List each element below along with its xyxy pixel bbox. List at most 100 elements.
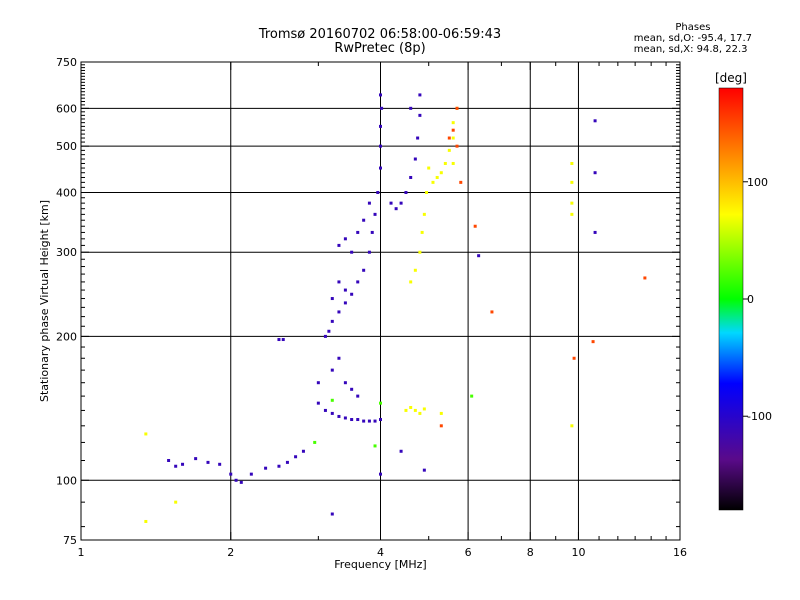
data-point	[281, 338, 285, 342]
data-point	[435, 175, 439, 179]
data-point	[285, 460, 289, 464]
data-point	[570, 161, 574, 165]
data-point	[413, 157, 417, 161]
data-point	[144, 432, 148, 436]
data-point	[362, 218, 366, 222]
data-point	[427, 166, 431, 170]
data-point	[350, 250, 354, 254]
data-point	[327, 329, 331, 333]
x-tick-label: 1	[78, 546, 85, 559]
data-point	[416, 136, 420, 140]
data-point	[422, 407, 426, 411]
data-point	[439, 411, 443, 415]
data-point	[234, 478, 238, 482]
data-point	[591, 340, 595, 344]
data-point	[239, 480, 243, 484]
data-point	[447, 148, 451, 152]
y-tick-label: 100	[56, 474, 77, 487]
data-point	[330, 512, 334, 516]
x-tick-label: 4	[377, 546, 384, 559]
data-point	[350, 292, 354, 296]
data-point	[194, 457, 198, 461]
data-point	[570, 180, 574, 184]
data-point	[418, 250, 422, 254]
phases-title: Phases	[675, 22, 711, 33]
data-point	[206, 460, 210, 464]
colorbar-tick-label: 100	[747, 176, 768, 189]
data-point	[399, 449, 403, 453]
data-point	[301, 449, 305, 453]
data-point	[264, 466, 268, 470]
colorbar-tick-label: 0	[747, 293, 754, 306]
data-point	[425, 190, 429, 194]
y-tick-label: 750	[56, 56, 77, 69]
data-point	[409, 280, 413, 284]
data-point	[418, 113, 422, 117]
data-point	[404, 408, 408, 412]
data-point	[420, 230, 424, 234]
data-point	[277, 338, 281, 342]
data-point	[418, 93, 422, 97]
data-point	[323, 334, 327, 338]
data-point	[451, 161, 455, 165]
data-point	[418, 411, 422, 415]
y-tick-label: 75	[63, 534, 77, 547]
data-point	[413, 408, 417, 412]
data-point	[373, 212, 377, 216]
data-point	[439, 424, 443, 428]
data-point	[593, 119, 597, 123]
data-point	[379, 93, 382, 97]
y-tick-label: 300	[56, 246, 77, 259]
axes: 1 2 4 6 8 10 16 75 100 200 300 400 500 600 750	[56, 56, 687, 559]
data-point	[367, 419, 371, 423]
colorbar-gradient	[718, 87, 744, 511]
data-point	[337, 310, 341, 314]
data-point	[470, 394, 474, 398]
data-point	[451, 136, 455, 140]
data-point	[343, 301, 347, 305]
data-points	[144, 93, 647, 523]
data-point	[373, 419, 377, 423]
data-point	[379, 124, 382, 128]
phases-o-mode: mean, sd,O: -95.4, 17.7	[633, 33, 752, 44]
data-point	[389, 201, 393, 205]
data-point	[477, 254, 481, 258]
data-point	[337, 414, 341, 418]
data-point	[443, 161, 447, 165]
data-point	[337, 280, 341, 284]
x-tick-label: 10	[571, 546, 585, 559]
data-point	[409, 175, 413, 179]
x-tick-label: 16	[673, 546, 687, 559]
data-point	[330, 319, 334, 323]
data-point	[373, 444, 377, 448]
y-axis-label: Stationary phase Virtual Height [km]	[38, 200, 51, 402]
data-point	[379, 144, 382, 148]
data-point	[409, 405, 413, 409]
colorbar: [deg] 100 0 -100	[715, 71, 772, 511]
data-point	[370, 230, 374, 234]
data-point	[409, 106, 413, 110]
data-point	[455, 106, 459, 110]
data-point	[330, 297, 334, 301]
data-point	[399, 201, 403, 205]
data-point	[330, 398, 334, 402]
data-point	[473, 224, 477, 228]
data-point	[459, 180, 463, 184]
data-point	[572, 356, 576, 360]
data-point	[350, 418, 354, 422]
data-point	[570, 424, 574, 428]
x-axis-label: Frequency [MHz]	[334, 558, 426, 571]
data-point	[323, 408, 327, 412]
data-point	[394, 207, 398, 211]
data-point	[379, 401, 382, 405]
data-point	[330, 368, 334, 372]
data-point	[593, 171, 597, 175]
data-point	[343, 381, 347, 385]
data-point	[380, 106, 384, 110]
data-point	[379, 166, 382, 170]
grid-lines	[81, 62, 680, 540]
data-point	[362, 268, 366, 272]
data-point	[343, 237, 347, 241]
colorbar-tick-label: -100	[747, 410, 772, 423]
data-point	[356, 394, 360, 398]
